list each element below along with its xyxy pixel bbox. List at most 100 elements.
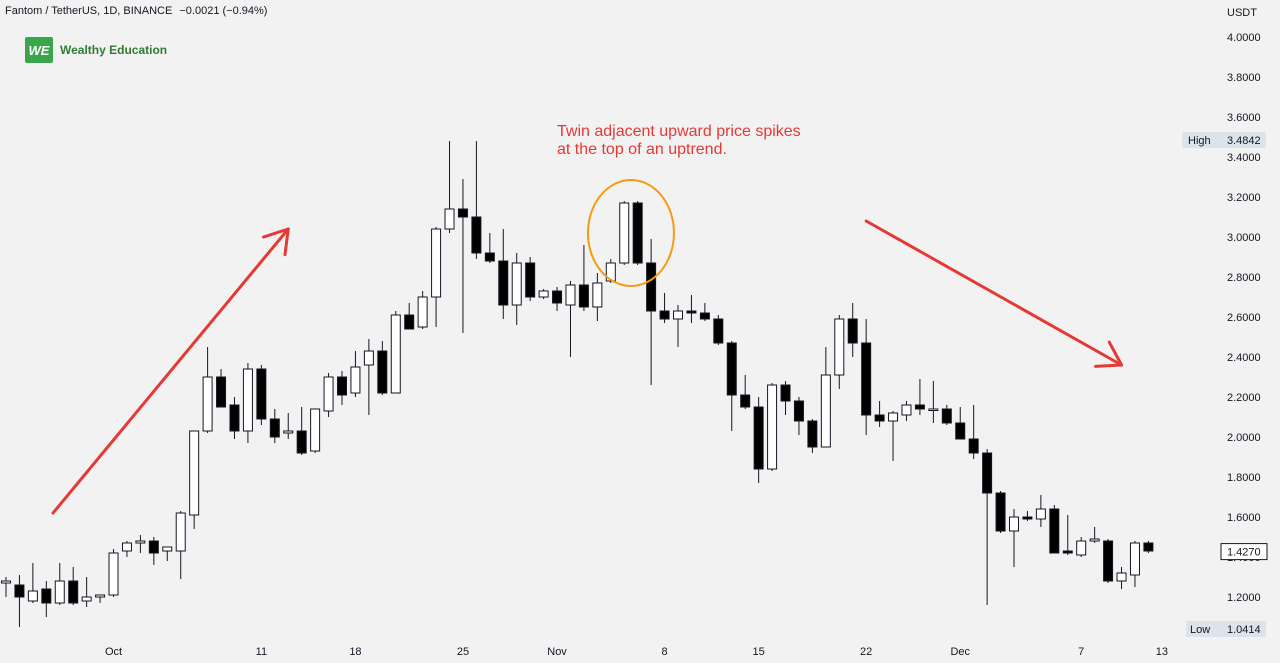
candle-body-down xyxy=(982,452,993,494)
candle xyxy=(175,511,186,579)
candle xyxy=(955,407,966,440)
candle xyxy=(767,383,778,471)
candle xyxy=(484,233,495,263)
candle-body-up xyxy=(121,542,132,552)
candle xyxy=(901,401,912,421)
candle xyxy=(968,405,979,459)
candle-body-up xyxy=(162,546,173,552)
high-price-badge-box xyxy=(1182,132,1266,149)
candle-body-down xyxy=(337,376,347,396)
candle xyxy=(242,363,253,443)
arrow-shaft xyxy=(864,219,1124,367)
candle-body-up xyxy=(1,580,11,584)
candle xyxy=(27,563,38,603)
y-axis[interactable]: 4.0000 3.8000 3.6000 3.4000 3.2000 3.0000 2.80… xyxy=(1227,32,1261,604)
candle xyxy=(108,549,119,597)
candle-body-down xyxy=(578,284,589,308)
candle-body-down xyxy=(68,580,79,604)
candle xyxy=(216,369,227,408)
candle xyxy=(632,201,643,265)
price-change: −0.0021 (−0.94%) xyxy=(179,5,268,17)
candle xyxy=(68,567,79,605)
candle-body-down xyxy=(1103,540,1114,582)
candle-body-down xyxy=(686,310,697,314)
candle-body-down xyxy=(713,318,724,344)
candle xyxy=(81,577,92,607)
candle xyxy=(390,311,401,394)
candle xyxy=(538,289,549,299)
candle xyxy=(135,535,146,553)
candle xyxy=(699,303,710,321)
candle xyxy=(121,541,132,557)
candle xyxy=(914,379,925,415)
symbol-header[interactable]: Fantom / TetherUS, 1D, BINANCE −0.0021 (… xyxy=(5,5,271,17)
arrow-head xyxy=(1107,340,1124,367)
candle-body-down xyxy=(874,414,885,422)
arrow-downtrend xyxy=(864,219,1124,368)
candle-body-up xyxy=(888,412,899,422)
candle-body-up xyxy=(1076,540,1087,556)
candle xyxy=(457,179,468,333)
candle xyxy=(283,413,294,439)
y-tick-label: 3.2000 xyxy=(1227,192,1261,204)
candle-body-up xyxy=(283,430,294,434)
y-tick-label: 2.8000 xyxy=(1227,272,1261,284)
candle-body-down xyxy=(914,404,925,410)
y-tick-label: 3.6000 xyxy=(1227,112,1261,124)
candle-body-down xyxy=(659,310,670,320)
candle-body-down xyxy=(484,252,495,262)
candle xyxy=(162,546,173,561)
candle xyxy=(525,257,536,301)
candle-body-up xyxy=(135,540,146,544)
candle xyxy=(753,397,764,483)
candle xyxy=(189,430,200,529)
candle-body-down xyxy=(41,588,52,604)
candle xyxy=(1143,541,1154,553)
candle xyxy=(1049,505,1060,554)
price-labels: High 3.4842 1.4270 Low 1.0414 xyxy=(1182,132,1268,637)
candle-body-down xyxy=(525,262,536,298)
candle-body-down xyxy=(995,492,1006,532)
candle xyxy=(444,141,455,233)
x-tick-label: 8 xyxy=(661,646,667,658)
candle-body-up xyxy=(619,202,630,264)
candle-body-down xyxy=(646,262,657,312)
x-tick-label: 11 xyxy=(256,646,267,658)
candle-body-down xyxy=(780,384,791,402)
candle-body-up xyxy=(54,580,65,604)
low-label: Low xyxy=(1190,624,1210,636)
candle-body-up xyxy=(417,296,428,328)
candle xyxy=(269,409,280,443)
candle-body-up xyxy=(202,376,213,432)
x-axis[interactable]: Oct 11 18 25 Nov 8 15 22 Dec 7 13 xyxy=(105,646,1168,658)
candle xyxy=(740,375,751,409)
candle xyxy=(256,365,267,425)
highlight-ellipse xyxy=(586,179,675,287)
candle-body-down xyxy=(699,312,710,320)
y-tick-label: 2.0000 xyxy=(1227,432,1261,444)
x-tick-label: Dec xyxy=(950,646,970,658)
candle-body-down xyxy=(753,406,764,470)
candle xyxy=(686,295,697,323)
candle xyxy=(673,305,683,347)
candle xyxy=(14,575,25,627)
candle xyxy=(793,397,804,435)
candle xyxy=(646,239,657,385)
arrow-head xyxy=(1094,363,1124,368)
candle xyxy=(1116,567,1127,589)
y-tick-label: 3.0000 xyxy=(1227,232,1261,244)
candle-body-up xyxy=(538,290,549,298)
candle xyxy=(1089,527,1100,543)
candle xyxy=(861,319,872,435)
symbol-name[interactable]: Fantom / TetherUS, 1D, BINANCE xyxy=(5,5,173,17)
candle xyxy=(296,407,307,455)
candle xyxy=(1103,539,1114,583)
candle-body-up xyxy=(27,590,38,602)
candle xyxy=(54,563,65,605)
candle-body-down xyxy=(807,420,818,448)
candles xyxy=(1,141,1154,627)
y-tick-label: 1.6000 xyxy=(1227,512,1261,524)
candle xyxy=(41,581,52,617)
candle-body-up xyxy=(592,282,603,308)
